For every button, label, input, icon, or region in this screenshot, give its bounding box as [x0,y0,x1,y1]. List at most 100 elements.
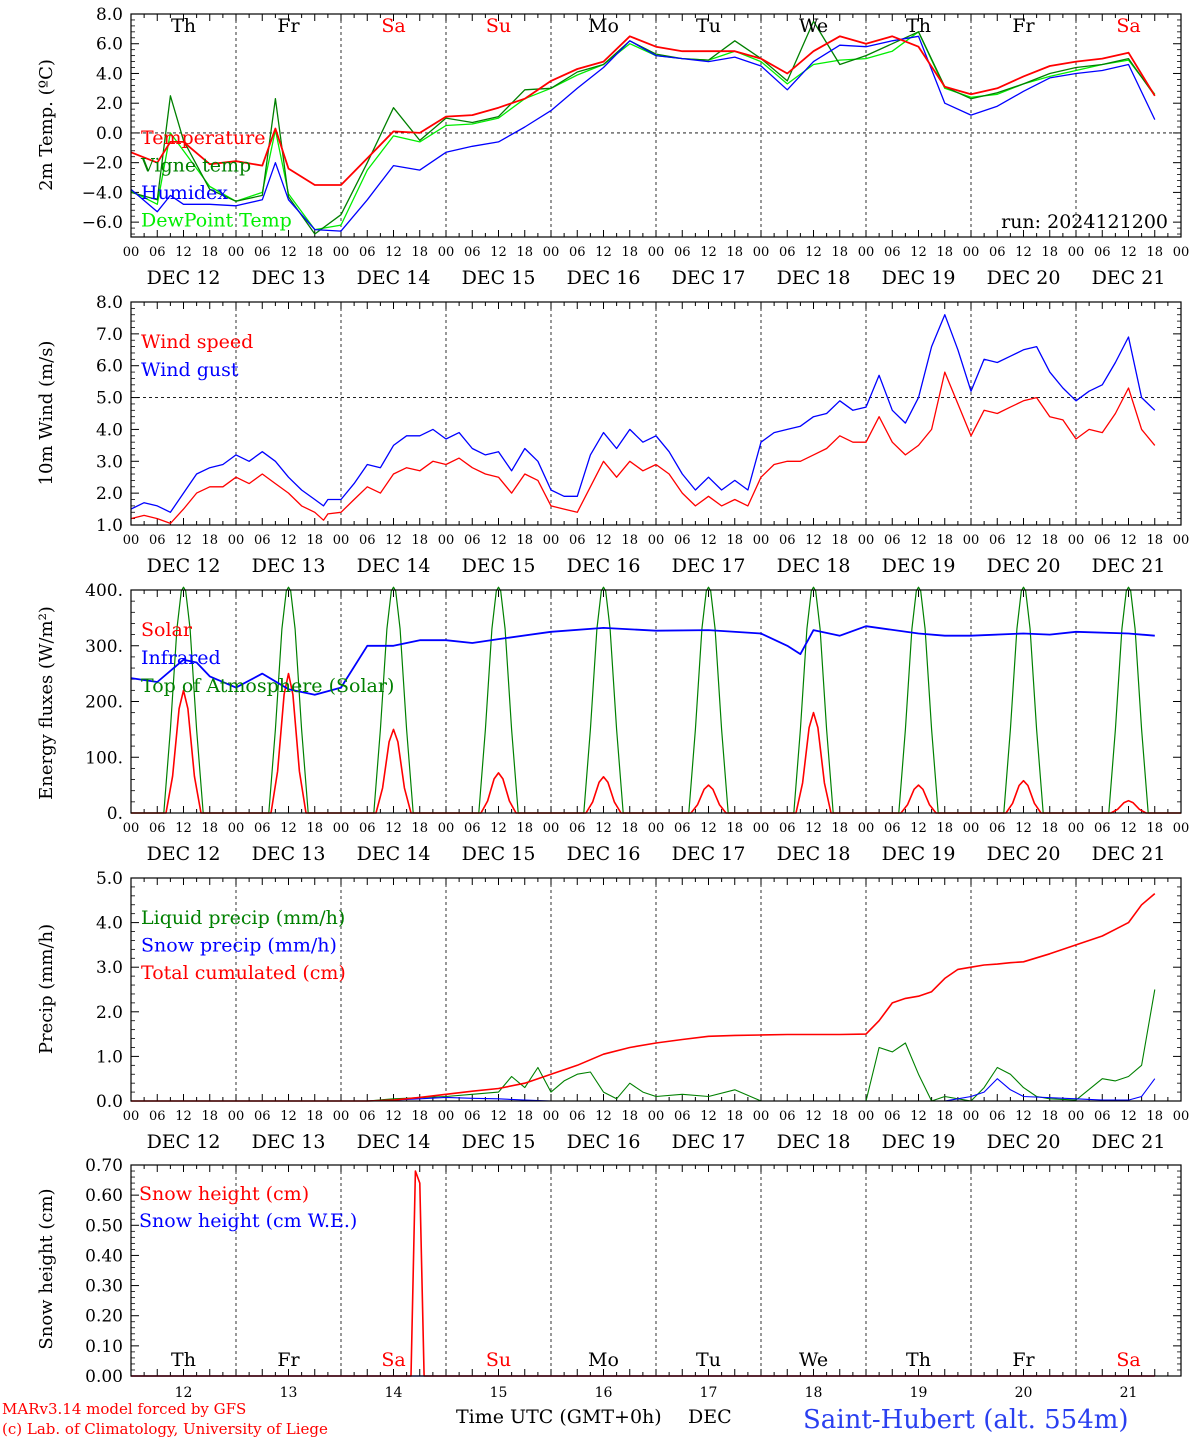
x-hour-tick: 18 [726,533,743,548]
x-hour-tick: 06 [254,533,271,548]
x-hour-tick: 00 [123,245,140,260]
y-tick-label: 300. [85,637,123,657]
y-tick-label: 2.0 [96,484,123,504]
x-hour-tick: 00 [123,533,140,548]
x-hour-tick: 00 [333,533,350,548]
legend-entry: DewPoint Temp [141,210,292,232]
x-hour-tick: 18 [831,1109,848,1124]
x-date-label: DEC 17 [672,1131,746,1153]
x-hour-tick: 12 [910,533,927,548]
weekday-label: Su [486,15,511,37]
x-hour-tick: 00 [123,1109,140,1124]
x-hour-tick: 00 [858,821,875,836]
x-hour-tick: 12 [595,821,612,836]
x-hour-tick: 18 [306,1109,323,1124]
x-date-label: DEC 17 [672,843,746,865]
y-tick-label: 0.40 [85,1246,123,1266]
y-tick-label: 1.0 [96,516,123,536]
x-hour-tick: 00 [438,821,455,836]
x-hour-tick: 00 [1068,821,1085,836]
y-tick-label: −2.0 [82,154,123,174]
x-hour-tick: 06 [989,1109,1006,1124]
x-hour-tick: 12 [280,1109,297,1124]
x-hour-tick: 00 [333,1109,350,1124]
series-line-snow-precip-mm-h- [131,1078,1156,1102]
x-hour-tick: 18 [1146,245,1163,260]
x-hour-tick: 12 [280,533,297,548]
x-hour-tick: 06 [569,821,586,836]
x-date-label: DEC 14 [357,1131,431,1153]
x-hour-tick: 18 [726,1109,743,1124]
y-tick-label: 0.0 [96,124,123,144]
legend: Solar Infrared Top of Atmosphere (Solar) [141,619,394,697]
x-date-label: DEC 12 [147,267,221,289]
date-number: 17 [700,1385,718,1401]
x-hour-tick: 06 [359,821,376,836]
y-tick-label: 1.0 [96,1047,123,1067]
x-hour-tick: 06 [464,1109,481,1124]
x-date-label: DEC 18 [777,267,851,289]
y-tick-label: −6.0 [82,213,123,233]
x-hour-tick: 06 [989,533,1006,548]
chart-panel-4: 5.0 4.0 3.0 2.0 1.0 0.0 Precip (mm/h) [36,869,1182,1112]
x-hour-tick: 00 [963,1109,980,1124]
x-hour-tick: 00 [1173,821,1190,836]
x-date-labels: DEC 12 DEC 13 DEC 14 DEC 15 DEC 16 DEC 17 DEC … [147,843,1166,865]
x-hour-tick: 00 [963,533,980,548]
x-hour-tick: 18 [1041,245,1058,260]
x-hour-tick: 06 [779,245,796,260]
x-hour-labels: 00 06 12 18 00 06 12 18 00 06 12 18 00 06 12 18 00 06 12 18… [123,1109,1190,1124]
x-date-label: DEC 13 [252,1131,326,1153]
y-tick-label: 0.10 [85,1337,123,1357]
x-hour-tick: 00 [858,533,875,548]
y-tick-label: 0.30 [85,1277,123,1297]
x-date-label: DEC 21 [1092,267,1166,289]
date-number: 18 [805,1385,823,1401]
legend-entry: Vigne temp [140,155,251,177]
x-hour-tick: 06 [989,245,1006,260]
x-hour-tick: 12 [385,1109,402,1124]
y-tick-label: 0. [107,804,123,824]
y-tick-label: 8.0 [96,5,123,25]
x-hour-tick: 12 [595,1109,612,1124]
x-hour-tick: 06 [149,245,166,260]
x-hour-tick: 12 [490,533,507,548]
x-hour-tick: 00 [543,1109,560,1124]
legend-entry: Humidex [141,182,228,204]
x-hour-tick: 18 [1146,533,1163,548]
date-number: 21 [1120,1385,1138,1401]
legend-entry: Temperature [141,127,265,149]
x-hour-tick: 12 [1015,245,1032,260]
weekday-label: Tu [696,1349,721,1371]
x-hour-tick: 00 [228,245,245,260]
series-line-wind-speed [130,371,1156,525]
x-hour-tick: 12 [700,1109,717,1124]
y-tick-label: 0.20 [85,1307,123,1327]
x-hour-tick: 12 [1120,1109,1137,1124]
weekday-label: Sa [1116,15,1140,37]
date-number: 14 [385,1385,403,1401]
weekday-label: Mo [588,15,619,37]
chart-panel-5: 0.70 0.60 0.50 0.40 0.30 0.20 0.10 0.00 Snow hei… [36,1156,1182,1387]
x-hour-tick: 18 [1041,533,1058,548]
x-hour-tick: 12 [385,821,402,836]
x-hour-tick: 18 [831,245,848,260]
y-tick-label: 5.0 [96,869,123,889]
x-hour-tick: 12 [280,245,297,260]
weekday-label: Fr [277,15,300,37]
x-hour-tick: 00 [858,245,875,260]
x-hour-tick: 06 [884,1109,901,1124]
x-hour-tick: 06 [674,245,691,260]
x-date-label: DEC 13 [252,843,326,865]
weekday-label: Su [486,1349,511,1371]
x-hour-tick: 06 [149,821,166,836]
x-hour-tick: 06 [464,821,481,836]
x-hour-tick: 18 [1041,1109,1058,1124]
x-hour-tick: 00 [438,245,455,260]
x-date-label: DEC 21 [1092,1131,1166,1153]
x-hour-tick: 18 [726,821,743,836]
x-hour-tick: 18 [201,1109,218,1124]
x-hour-tick: 00 [228,533,245,548]
legend-entry: Liquid precip (mm/h) [141,907,345,929]
